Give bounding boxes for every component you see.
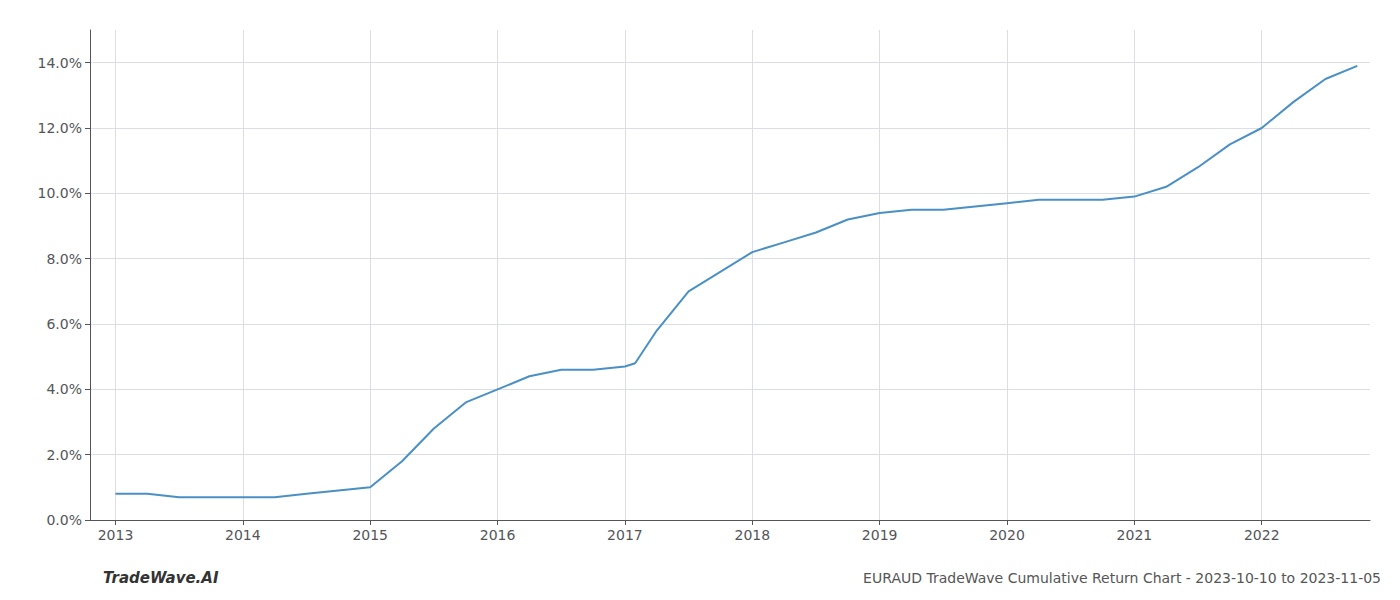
svg-text:2022: 2022 xyxy=(1244,527,1280,543)
svg-text:2016: 2016 xyxy=(480,527,516,543)
svg-text:6.0%: 6.0% xyxy=(46,316,82,332)
svg-text:2015: 2015 xyxy=(352,527,388,543)
svg-text:10.0%: 10.0% xyxy=(38,185,82,201)
svg-text:4.0%: 4.0% xyxy=(46,381,82,397)
svg-text:TradeWave.AI: TradeWave.AI xyxy=(103,569,219,587)
svg-text:2019: 2019 xyxy=(862,527,898,543)
svg-text:0.0%: 0.0% xyxy=(46,512,82,528)
svg-text:2017: 2017 xyxy=(607,527,643,543)
svg-text:2020: 2020 xyxy=(989,527,1025,543)
svg-text:2.0%: 2.0% xyxy=(46,447,82,463)
svg-text:8.0%: 8.0% xyxy=(46,251,82,267)
svg-text:EURAUD TradeWave Cumulative Re: EURAUD TradeWave Cumulative Return Chart… xyxy=(863,570,1381,586)
svg-text:12.0%: 12.0% xyxy=(38,120,82,136)
svg-text:2014: 2014 xyxy=(225,527,261,543)
svg-text:2013: 2013 xyxy=(98,527,134,543)
svg-text:2018: 2018 xyxy=(734,527,770,543)
svg-text:14.0%: 14.0% xyxy=(38,55,82,71)
svg-text:2021: 2021 xyxy=(1117,527,1153,543)
